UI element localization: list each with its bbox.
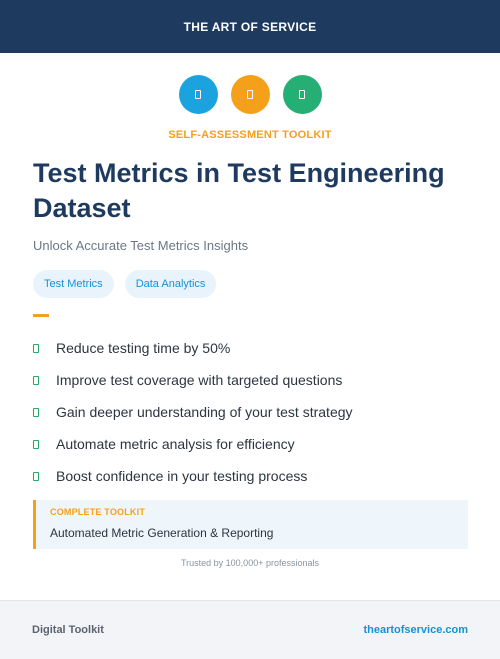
benefit-text: Reduce testing time by 50% bbox=[56, 340, 231, 356]
tag-list: Test Metrics Data Analytics bbox=[33, 270, 217, 298]
benefit-item: Automate metric analysis for efficiency bbox=[33, 428, 353, 460]
trust-statement: Trusted by 100,000+ professionals bbox=[180, 558, 319, 568]
footer-website-link[interactable]: theartofservice.com bbox=[363, 624, 468, 636]
accent-divider bbox=[33, 314, 49, 317]
toolkit-callout: COMPLETE TOOLKIT Automated Metric Genera… bbox=[33, 500, 468, 549]
page-title: Test Metrics in Test Engineering Dataset bbox=[33, 158, 445, 223]
toolkit-name: Automated Metric Generation & Reporting bbox=[50, 526, 274, 540]
check-icon bbox=[33, 375, 39, 385]
benefit-text: Gain deeper understanding of your test s… bbox=[56, 404, 353, 420]
check-icon bbox=[33, 439, 39, 449]
benefit-text: Automate metric analysis for efficiency bbox=[56, 436, 295, 452]
toolkit-label: COMPLETE TOOLKIT bbox=[50, 507, 146, 517]
benefit-item: Reduce testing time by 50% bbox=[33, 332, 353, 364]
feature-icons bbox=[0, 75, 500, 114]
benefit-text: Improve test coverage with targeted ques… bbox=[56, 372, 343, 388]
check-icon bbox=[33, 471, 39, 481]
clipboard-icon bbox=[178, 75, 218, 114]
check-icon bbox=[33, 407, 39, 417]
tag-data-analytics[interactable]: Data Analytics bbox=[124, 270, 217, 298]
benefit-item: Boost confidence in your testing process bbox=[33, 460, 353, 492]
page-subtitle: Unlock Accurate Test Metrics Insights bbox=[33, 238, 249, 253]
top-banner: THE ART OF SERVICE bbox=[0, 0, 500, 53]
checklist-icon bbox=[282, 75, 322, 114]
tag-test-metrics[interactable]: Test Metrics bbox=[33, 270, 114, 298]
benefit-text: Boost confidence in your testing process bbox=[56, 468, 308, 484]
document-icon bbox=[230, 75, 270, 114]
footer-product-type: Digital Toolkit bbox=[32, 624, 104, 636]
footer: Digital Toolkit theartofservice.com bbox=[0, 600, 500, 659]
category-kicker: SELF-ASSESSMENT TOOLKIT bbox=[168, 129, 332, 141]
check-icon bbox=[33, 343, 39, 353]
brand-name: THE ART OF SERVICE bbox=[183, 19, 317, 34]
benefit-item: Improve test coverage with targeted ques… bbox=[33, 364, 353, 396]
benefit-list: Reduce testing time by 50% Improve test … bbox=[33, 332, 353, 492]
benefit-item: Gain deeper understanding of your test s… bbox=[33, 396, 353, 428]
